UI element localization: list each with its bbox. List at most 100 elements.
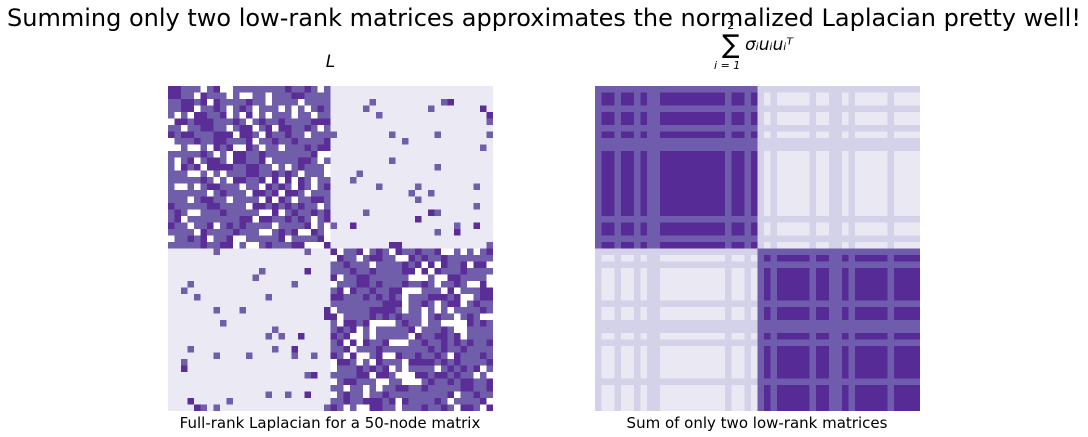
heatmap-cell — [848, 274, 856, 282]
heatmap-cell — [822, 287, 830, 295]
heatmap-cell — [220, 105, 227, 113]
heatmap-cell — [679, 177, 687, 184]
heatmap-cell — [757, 144, 765, 152]
heatmap-cell — [239, 385, 247, 392]
heatmap-cell — [304, 326, 312, 334]
heatmap-cell — [751, 333, 758, 340]
heatmap-cell — [783, 255, 791, 262]
heatmap-cell — [913, 365, 920, 373]
heatmap-cell — [608, 86, 615, 93]
heatmap-cell — [207, 268, 214, 275]
heatmap-cell — [666, 346, 674, 353]
heatmap-cell — [751, 365, 758, 373]
heatmap-cell — [725, 157, 732, 165]
heatmap-cell — [822, 183, 830, 191]
heatmap-cell — [304, 183, 312, 191]
heatmap-cell — [699, 157, 706, 165]
heatmap-cell — [350, 125, 357, 132]
heatmap-cell — [376, 209, 383, 217]
heatmap-cell — [226, 261, 234, 269]
heatmap-cell — [608, 118, 615, 126]
heatmap-cell — [473, 118, 481, 126]
heatmap-cell — [447, 112, 455, 119]
heatmap-cell — [200, 378, 208, 386]
heatmap-cell — [900, 222, 908, 230]
heatmap-cell — [337, 307, 344, 314]
heatmap-cell — [330, 313, 338, 321]
heatmap-cell — [382, 157, 390, 165]
heatmap-cell — [699, 346, 706, 353]
heatmap-cell — [220, 274, 227, 282]
heatmap-cell — [246, 118, 253, 126]
heatmap-cell — [803, 99, 810, 106]
heatmap-cell — [608, 385, 615, 392]
heatmap-cell — [855, 86, 862, 93]
heatmap-cell — [259, 320, 266, 327]
heatmap-cell — [913, 177, 920, 184]
heatmap-cell — [666, 313, 674, 321]
heatmap-cell — [428, 99, 435, 106]
heatmap-cell — [770, 92, 778, 100]
heatmap-cell — [291, 203, 299, 210]
heatmap-cell — [731, 216, 739, 223]
heatmap-cell — [168, 235, 175, 243]
heatmap-cell — [640, 170, 648, 178]
heatmap-cell — [725, 378, 732, 386]
heatmap-cell — [855, 209, 862, 217]
heatmap-cell — [304, 287, 312, 295]
heatmap-cell — [480, 320, 487, 327]
heatmap-cell — [621, 313, 628, 321]
heatmap-cell — [822, 177, 830, 184]
heatmap-cell — [272, 86, 279, 93]
heatmap-cell — [298, 86, 305, 93]
heatmap-cell — [621, 352, 628, 360]
heatmap-cell — [324, 183, 331, 191]
heatmap-cell — [382, 131, 390, 139]
heatmap-cell — [363, 255, 370, 262]
heatmap-cell — [246, 365, 253, 373]
heatmap-cell — [389, 268, 396, 275]
heatmap-cell — [796, 346, 804, 353]
heatmap-cell — [666, 359, 674, 366]
heatmap-cell — [855, 131, 862, 139]
heatmap-cell — [907, 268, 914, 275]
heatmap-cell — [679, 372, 687, 379]
heatmap-cell — [415, 274, 422, 282]
heatmap-cell — [213, 235, 221, 243]
heatmap-cell — [415, 86, 422, 93]
heatmap-cell — [601, 144, 609, 152]
heatmap-cell — [376, 333, 383, 340]
heatmap-cell — [894, 209, 901, 217]
heatmap-cell — [699, 86, 706, 93]
heatmap-cell — [337, 378, 344, 386]
heatmap-cell — [350, 398, 357, 405]
heatmap-cell — [460, 281, 468, 288]
heatmap-cell — [673, 190, 680, 197]
heatmap-cell — [770, 339, 778, 347]
heatmap-cell — [395, 144, 403, 152]
heatmap-cell — [660, 235, 667, 243]
heatmap-cell — [764, 203, 771, 210]
heatmap-cell — [421, 242, 429, 249]
heatmap-cell — [855, 281, 862, 288]
heatmap-cell — [770, 281, 778, 288]
heatmap-cell — [679, 164, 687, 171]
heatmap-cell — [738, 313, 745, 321]
heatmap-cell — [473, 86, 481, 93]
heatmap-cell — [699, 300, 706, 308]
heatmap-cell — [712, 274, 719, 282]
heatmap-cell — [705, 242, 713, 249]
heatmap-cell — [454, 92, 461, 100]
heatmap-cell — [725, 261, 732, 269]
heatmap-cell — [291, 255, 299, 262]
heatmap-cell — [402, 261, 409, 269]
heatmap-cell — [356, 164, 364, 171]
heatmap-cell — [480, 99, 487, 106]
heatmap-cell — [822, 229, 830, 236]
heatmap-cell — [601, 391, 609, 399]
heatmap-cell — [848, 242, 856, 249]
heatmap-cell — [595, 99, 602, 106]
heatmap-cell — [421, 352, 429, 360]
heatmap-cell — [330, 333, 338, 340]
heatmap-cell — [621, 294, 628, 301]
